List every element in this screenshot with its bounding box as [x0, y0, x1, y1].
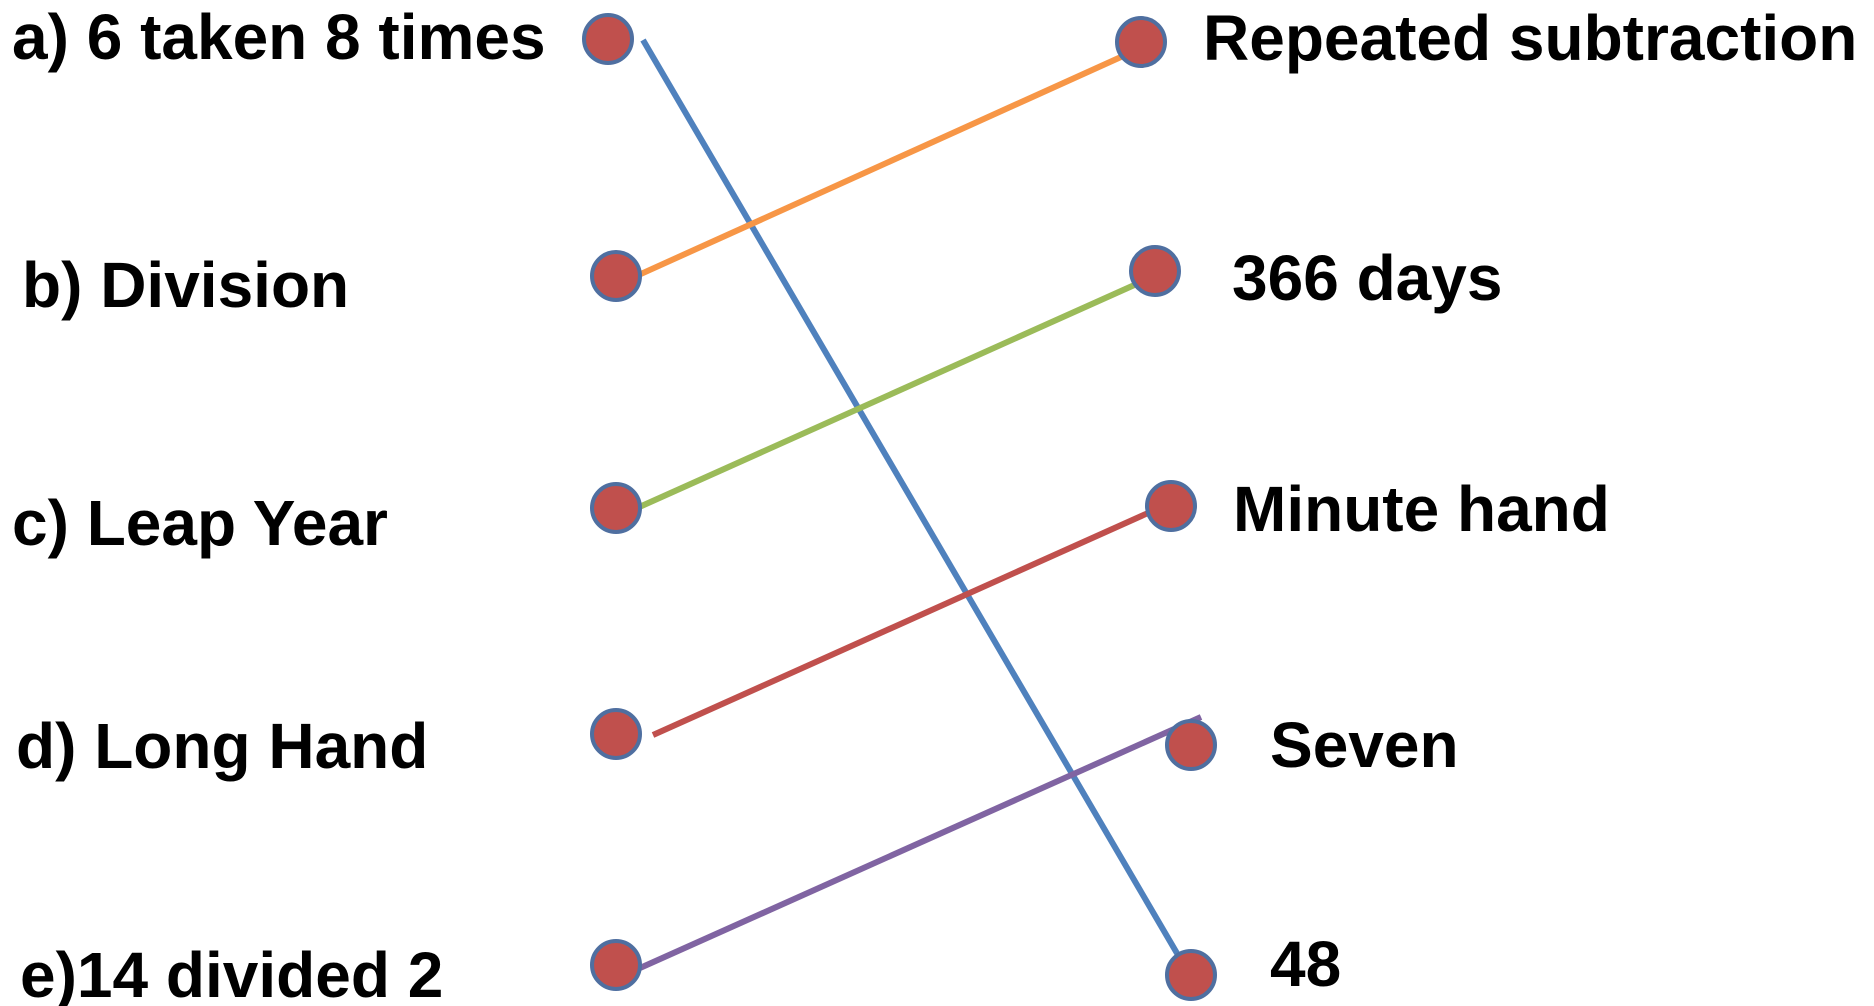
left-dot-c: [590, 482, 642, 534]
right-dot-48: [1165, 949, 1217, 1001]
right-item-366-days: 366 days: [1232, 242, 1502, 314]
right-dot-seven: [1165, 719, 1217, 771]
left-item-e: e)14 divided 2: [20, 939, 443, 1006]
left-item-b: b) Division: [22, 249, 349, 321]
left-item-d: d) Long Hand: [16, 710, 428, 782]
right-item-seven: Seven: [1270, 709, 1459, 781]
connector-line-e-to-seven: [638, 714, 1203, 971]
left-item-c: c) Leap Year: [12, 487, 388, 559]
left-dots: [582, 13, 642, 991]
connector-lines: [599, 38, 1203, 971]
right-dot-366-days: [1129, 245, 1181, 297]
connector-line-b-to-repeated-subtraction: [599, 49, 1134, 295]
left-item-a: a) 6 taken 8 times: [12, 1, 546, 73]
left-dot-e: [590, 939, 642, 991]
left-dot-b: [590, 250, 642, 302]
right-item-48: 48: [1270, 928, 1341, 1000]
right-dot-minute-hand: [1145, 480, 1197, 532]
right-column: Repeated subtraction 366 days Minute han…: [1203, 2, 1857, 1000]
left-column: a) 6 taken 8 times b) Division c) Leap Y…: [12, 1, 546, 1006]
right-dot-repeated-subtraction: [1115, 16, 1167, 68]
left-dot-d: [590, 708, 642, 760]
right-item-repeated-subtraction: Repeated subtraction: [1203, 2, 1857, 74]
connector-line-a-to-48: [640, 38, 1181, 957]
right-item-minute-hand: Minute hand: [1233, 473, 1610, 545]
connector-line-d-to-minute-hand: [651, 497, 1179, 738]
right-dots: [1115, 16, 1217, 1001]
left-dot-a: [582, 13, 634, 65]
connector-line-c-to-366-days: [624, 275, 1152, 516]
